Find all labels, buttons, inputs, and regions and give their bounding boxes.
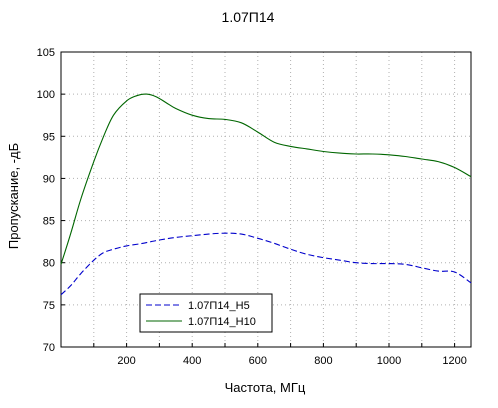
legend-label-h5: 1.07П14_H5 bbox=[188, 300, 250, 312]
x-axis-label: Частота, МГц bbox=[225, 380, 306, 395]
x-tick-label: 1000 bbox=[377, 355, 401, 367]
chart-title: 1.07П14 bbox=[222, 9, 275, 25]
y-tick-label: 95 bbox=[43, 131, 55, 143]
series-line-h5 bbox=[60, 232, 472, 296]
plot-area bbox=[60, 51, 472, 348]
series-line-h10 bbox=[60, 93, 472, 265]
legend: 1.07П14_H5 1.07П14_H10 bbox=[139, 293, 273, 333]
x-tick-label: 1200 bbox=[442, 355, 466, 367]
y-tick-label: 85 bbox=[43, 216, 55, 228]
y-tick-label: 70 bbox=[43, 342, 55, 354]
axis-ticks: 200 400 600 800 1000 1200 70 75 80 85 90 95 100 105 bbox=[37, 47, 467, 367]
y-tick-label: 80 bbox=[43, 258, 55, 270]
y-tick-label: 75 bbox=[43, 300, 55, 312]
y-tick-label: 90 bbox=[43, 173, 55, 185]
x-tick-label: 800 bbox=[314, 355, 332, 367]
y-tick-label: 105 bbox=[37, 47, 55, 59]
y-axis-label: Пропускание, -дБ bbox=[6, 143, 21, 249]
series-layer bbox=[60, 93, 472, 296]
legend-box bbox=[139, 293, 273, 333]
legend-label-h10: 1.07П14_H10 bbox=[188, 316, 256, 328]
x-tick-label: 200 bbox=[117, 355, 135, 367]
x-tick-label: 600 bbox=[249, 355, 267, 367]
y-tick-label: 100 bbox=[37, 89, 55, 101]
x-tick-label: 400 bbox=[183, 355, 201, 367]
